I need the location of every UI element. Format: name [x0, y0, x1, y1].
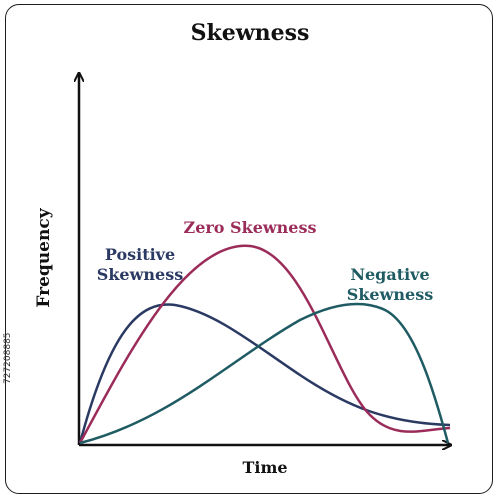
x-axis-label: Time [242, 458, 288, 477]
y-axis-label: Frequency [34, 208, 54, 308]
negative-skewness-label-line2: Skewness [346, 285, 434, 304]
positive-skewness-label-line1: Positive [104, 245, 176, 264]
diagram-title: Skewness [190, 20, 310, 46]
stock-id-watermark: 727208885 [3, 332, 13, 384]
diagram-frame [5, 4, 493, 494]
negative-skewness-label-line1: Negative [350, 265, 430, 284]
negative-skewness-label: Negative Skewness [330, 265, 450, 305]
zero-skewness-curve [78, 244, 451, 444]
positive-skewness-label: Positive Skewness [90, 245, 190, 285]
negative-skewness-curve [79, 302, 450, 445]
zero-skewness-label: Zero Skewness [183, 218, 317, 237]
positive-skewness-label-line2: Skewness [96, 265, 184, 284]
